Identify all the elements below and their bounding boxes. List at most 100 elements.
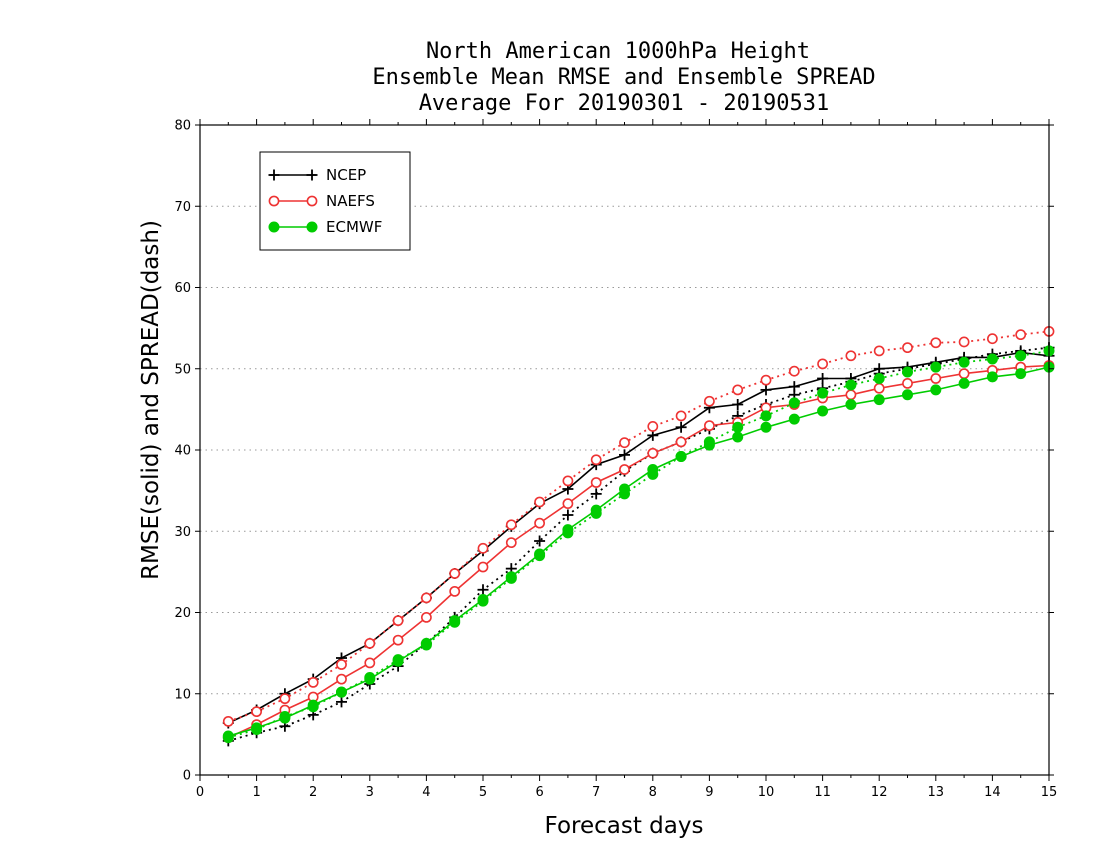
naefs-spread-point bbox=[958, 336, 970, 348]
naefs-rmse-point bbox=[845, 389, 857, 401]
x-tick-label: 5 bbox=[479, 785, 487, 800]
naefs-rmse-point bbox=[902, 377, 913, 389]
ncep-rmse-point bbox=[760, 384, 772, 396]
y-tick-label: 0 bbox=[183, 769, 191, 784]
ncep-spread-line bbox=[228, 346, 1050, 742]
ecmwf-rmse-point bbox=[364, 673, 376, 685]
legend-marker-ecmwf bbox=[268, 221, 280, 233]
naefs-spread-point bbox=[788, 365, 800, 377]
y-tick-label: 70 bbox=[174, 200, 191, 215]
ecmwf-rmse-line bbox=[228, 366, 1050, 737]
y-tick-label: 10 bbox=[174, 687, 191, 702]
ecmwf-rmse-point bbox=[703, 439, 715, 451]
ncep-spread-point bbox=[562, 509, 574, 521]
naefs-spread-point bbox=[675, 410, 687, 422]
x-tick-label: 14 bbox=[984, 785, 1001, 800]
ecmwf-rmse-point bbox=[817, 405, 829, 417]
naefs-spread-point bbox=[449, 568, 461, 579]
ncep-rmse-point bbox=[788, 381, 800, 393]
ecmwf-rmse-point bbox=[958, 377, 970, 389]
ecmwf-spread-line bbox=[228, 350, 1050, 739]
ecmwf-rmse-point bbox=[647, 464, 659, 475]
x-tick-label: 11 bbox=[814, 785, 831, 800]
ecmwf-rmse-point bbox=[449, 615, 461, 627]
naefs-rmse-point bbox=[562, 498, 574, 510]
y-tick-label: 80 bbox=[174, 119, 191, 134]
ecmwf-rmse-point bbox=[675, 451, 687, 462]
naefs-spread-point bbox=[222, 715, 234, 727]
naefs-rmse-point bbox=[420, 611, 432, 623]
naefs-rmse-point bbox=[930, 373, 942, 384]
ecmwf-rmse-point bbox=[930, 384, 942, 396]
naefs-spread-point bbox=[704, 395, 715, 407]
naefs-spread-point bbox=[251, 706, 262, 718]
ncep-spread-point bbox=[477, 584, 489, 596]
naefs-spread-point bbox=[732, 384, 744, 396]
legend-marker-ncep bbox=[268, 169, 280, 181]
y-tick-label: 60 bbox=[174, 281, 191, 296]
ecmwf-rmse-point bbox=[902, 389, 913, 401]
title-line-2: Ensemble Mean RMSE and Ensemble SPREAD bbox=[372, 65, 875, 90]
naefs-rmse-point bbox=[619, 464, 630, 475]
ecmwf-spread-point bbox=[902, 366, 913, 378]
naefs-spread-point bbox=[477, 542, 489, 554]
ecmwf-rmse-point bbox=[222, 730, 234, 742]
ecmwf-spread-point bbox=[845, 379, 857, 391]
naefs-spread-point bbox=[364, 637, 376, 649]
naefs-spread-point bbox=[647, 421, 659, 432]
y-tick-label: 40 bbox=[174, 444, 191, 459]
ecmwf-rmse-point bbox=[1015, 368, 1027, 380]
ncep-spread-point bbox=[534, 535, 546, 547]
ecmwf-rmse-point bbox=[873, 394, 885, 406]
naefs-spread-point bbox=[845, 350, 857, 362]
legend-marker-naefs bbox=[268, 195, 280, 207]
naefs-spread-point bbox=[817, 358, 828, 370]
naefs-rmse-line bbox=[227, 364, 1050, 739]
x-tick-label: 8 bbox=[649, 785, 657, 800]
naefs-spread-point bbox=[505, 519, 517, 531]
y-axis-title: RMSE(solid) and SPREAD(dash) bbox=[138, 220, 164, 580]
naefs-rmse-point bbox=[704, 420, 715, 432]
x-tick-label: 6 bbox=[535, 785, 543, 800]
ncep-rmse-point bbox=[619, 449, 630, 461]
ncep-rmse-line bbox=[227, 351, 1050, 724]
x-tick-label: 9 bbox=[705, 785, 713, 800]
naefs-rmse-point bbox=[647, 447, 659, 459]
naefs-spread-point bbox=[392, 615, 404, 627]
naefs-spread-point bbox=[279, 693, 291, 705]
ecmwf-spread-point bbox=[788, 397, 800, 409]
ecmwf-rmse-point bbox=[760, 421, 772, 433]
ecmwf-rmse-point bbox=[619, 483, 630, 495]
ecmwf-rmse-point bbox=[279, 712, 291, 724]
ecmwf-rmse-point bbox=[590, 504, 602, 516]
ecmwf-spread-point bbox=[760, 410, 772, 422]
x-axis-title: Forecast days bbox=[545, 813, 704, 839]
x-tick-label: 15 bbox=[1041, 785, 1058, 800]
naefs-spread-point bbox=[534, 496, 545, 508]
legend-marker-naefs bbox=[306, 195, 318, 207]
ecmwf-rmse-point bbox=[336, 686, 347, 698]
x-tick-label: 7 bbox=[592, 785, 600, 800]
legend-label-ecmwf: ECMWF bbox=[326, 218, 382, 236]
ecmwf-rmse-point bbox=[986, 371, 998, 383]
naefs-rmse-point bbox=[505, 537, 517, 549]
ncep-spread-point bbox=[590, 488, 602, 500]
legend-label-ncep: NCEP bbox=[326, 166, 366, 184]
naefs-spread-point bbox=[760, 374, 772, 386]
naefs-rmse-point bbox=[336, 673, 347, 685]
ecmwf-spread-point bbox=[986, 353, 998, 365]
naefs-spread-point bbox=[619, 437, 630, 449]
ecmwf-rmse-point bbox=[845, 399, 857, 410]
naefs-spread-point bbox=[902, 342, 913, 354]
x-tick-label: 12 bbox=[871, 785, 888, 800]
x-tick-label: 0 bbox=[196, 785, 204, 800]
naefs-rmse-point bbox=[392, 634, 404, 646]
ncep-spread-point bbox=[336, 696, 347, 708]
x-tick-label: 13 bbox=[928, 785, 945, 800]
x-tick-label: 4 bbox=[422, 785, 430, 800]
naefs-rmse-point bbox=[477, 561, 489, 573]
naefs-spread-point bbox=[1015, 329, 1027, 341]
naefs-rmse-point bbox=[364, 657, 376, 669]
legend-marker-ncep bbox=[306, 169, 318, 181]
x-tick-label: 2 bbox=[309, 785, 317, 800]
